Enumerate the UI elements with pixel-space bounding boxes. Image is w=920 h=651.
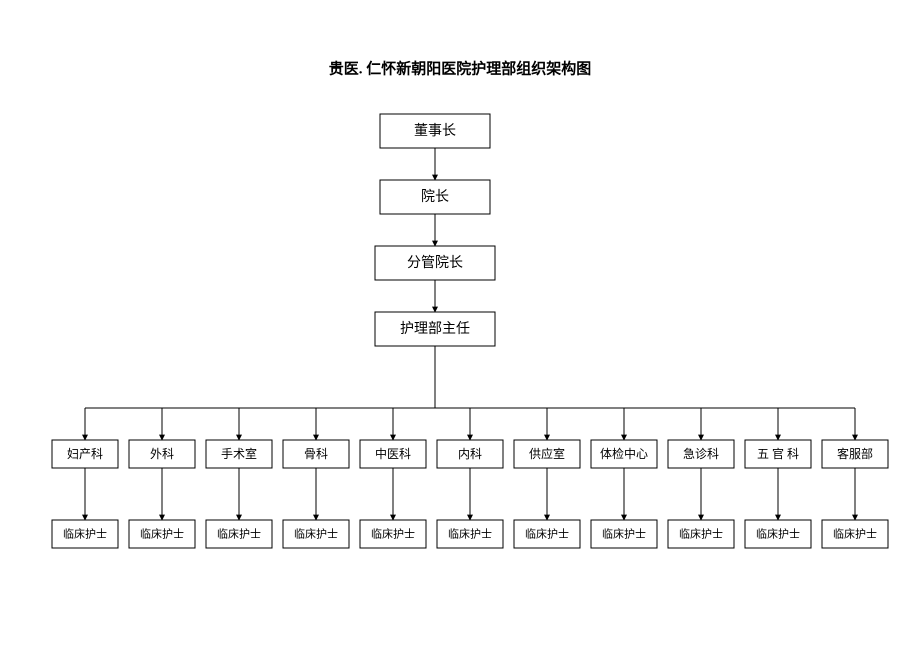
dept-label: 五 官 科 [757, 446, 799, 461]
nurse-label: 临床护士 [833, 527, 877, 541]
nurse-label: 临床护士 [448, 527, 492, 541]
chart-title: 贵医. 仁怀新朝阳医院护理部组织架构图 [329, 59, 592, 77]
dept-label: 中医科 [375, 446, 411, 461]
departments-row: 妇产科临床护士 外科临床护士 手术室临床护士 骨科临床护士 中医科临床护士 内科临床护士 供… [52, 408, 888, 548]
dept-label: 手术室 [221, 446, 257, 461]
dept-label: 急诊科 [683, 446, 719, 461]
nurse-label: 临床护士 [63, 527, 107, 541]
nurse-label: 临床护士 [294, 527, 338, 541]
node-label-vp: 分管院长 [407, 255, 463, 271]
dept-label: 客服部 [837, 446, 873, 461]
node-label-chairman: 董事长 [414, 123, 456, 139]
nurse-label: 临床护士 [602, 527, 646, 541]
top-chain: 董事长院长分管院长护理部主任 [375, 114, 495, 346]
nurse-label: 临床护士 [217, 527, 261, 541]
nurse-label: 临床护士 [140, 527, 184, 541]
dept-label: 体检中心 [600, 446, 648, 461]
dept-label: 内科 [458, 447, 482, 461]
dept-label: 妇产科 [67, 447, 103, 461]
nurse-label: 临床护士 [756, 527, 800, 541]
trunk-connector [85, 346, 855, 408]
org-chart: 贵医. 仁怀新朝阳医院护理部组织架构图 董事长院长分管院长护理部主任 妇产科临床… [0, 0, 920, 651]
node-label-president: 院长 [421, 189, 449, 205]
dept-label: 骨科 [304, 447, 328, 461]
node-label-director: 护理部主任 [400, 321, 470, 337]
dept-label: 外科 [150, 447, 174, 461]
nurse-label: 临床护士 [525, 527, 569, 541]
nurse-label: 临床护士 [371, 527, 415, 541]
dept-label: 供应室 [529, 446, 565, 461]
nurse-label: 临床护士 [679, 527, 723, 541]
